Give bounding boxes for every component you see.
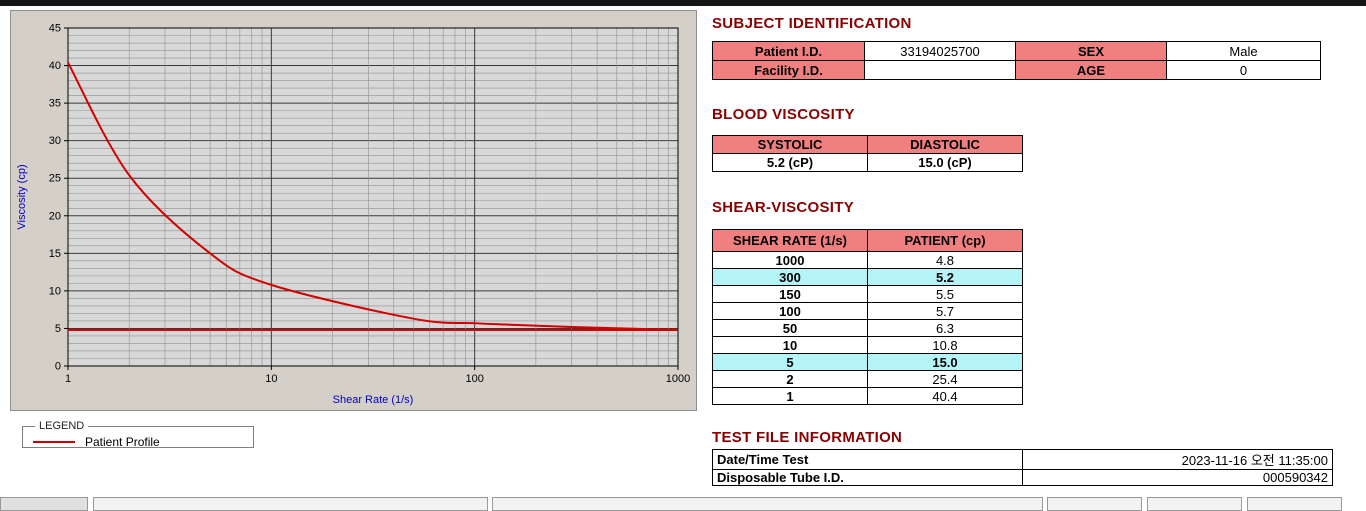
age-value: 0: [1166, 60, 1321, 80]
patient-cp-cell: 15.0: [867, 353, 1023, 371]
patient-cp-header: PATIENT (cp): [867, 229, 1023, 252]
shear-rate-cell: 10: [712, 336, 868, 354]
legend-title: LEGEND: [39, 420, 85, 432]
window-top-bar: [0, 0, 1366, 6]
svg-text:25: 25: [49, 173, 61, 185]
table-row: 5.2 (cP) 15.0 (cP): [712, 153, 1023, 172]
shear-viscosity-table: SHEAR RATE (1/s) PATIENT (cp) 1000 4.8 300…: [712, 229, 1023, 405]
svg-text:0: 0: [55, 361, 61, 373]
svg-text:Shear Rate (1/s): Shear Rate (1/s): [333, 394, 414, 406]
date-time-test-value: 2023-11-16 오전 11:35:00: [1022, 449, 1333, 470]
systolic-value: 5.2 (cP): [712, 153, 868, 172]
svg-text:45: 45: [49, 23, 61, 35]
viscosity-chart-panel: 0 5 10 15 20 25 30 35 40 45 1 10 100 1000 Shear Rate (…: [10, 10, 697, 411]
sex-label: SEX: [1015, 41, 1167, 61]
shear-rate-cell: 1000: [712, 251, 868, 269]
svg-text:20: 20: [49, 210, 61, 222]
facility-id-value: [864, 60, 1016, 80]
svg-text:10: 10: [265, 373, 277, 385]
shear-rate-cell: 50: [712, 319, 868, 337]
shear-rate-header: SHEAR RATE (1/s): [712, 229, 868, 252]
svg-text:5: 5: [55, 323, 61, 335]
patient-cp-cell: 5.7: [867, 302, 1023, 320]
table-row: Patient I.D. 33194025700 SEX Male: [712, 41, 1321, 61]
patient-cp-cell: 10.8: [867, 336, 1023, 354]
shear-row: 2 25.4: [712, 370, 1023, 388]
svg-text:35: 35: [49, 98, 61, 110]
age-label: AGE: [1015, 60, 1167, 80]
bottom-panel-edge: [93, 497, 488, 511]
svg-text:100: 100: [465, 373, 483, 385]
bottom-panel-edge: [1147, 497, 1242, 511]
blood-viscosity-title: BLOOD VISCOSITY: [712, 106, 855, 123]
shear-row: 50 6.3: [712, 319, 1023, 337]
shear-row: 150 5.5: [712, 285, 1023, 303]
bottom-panel-edge: [1247, 497, 1342, 511]
shear-row: 100 5.7: [712, 302, 1023, 320]
shear-viscosity-title: SHEAR-VISCOSITY: [712, 199, 855, 216]
patient-cp-cell: 5.5: [867, 285, 1023, 303]
test-file-information-title: TEST FILE INFORMATION: [712, 429, 903, 446]
bottom-panel-edge: [0, 497, 88, 511]
shear-row: 1 40.4: [712, 387, 1023, 405]
svg-text:40: 40: [49, 60, 61, 72]
svg-text:15: 15: [49, 248, 61, 260]
disposable-tube-id-label: Disposable Tube I.D.: [712, 469, 1023, 486]
shear-rate-cell: 1: [712, 387, 868, 405]
legend-item-label: Patient Profile: [85, 434, 160, 449]
shear-rate-cell: 2: [712, 370, 868, 388]
bottom-panel-edge: [1047, 497, 1142, 511]
shear-row: 5 15.0: [712, 353, 1023, 371]
table-row: Disposable Tube I.D. 000590342: [712, 469, 1333, 486]
blood-viscosity-table: SYSTOLIC DIASTOLIC 5.2 (cP) 15.0 (cP): [712, 135, 1023, 172]
patient-cp-cell: 40.4: [867, 387, 1023, 405]
patient-cp-cell: 25.4: [867, 370, 1023, 388]
patient-cp-cell: 6.3: [867, 319, 1023, 337]
test-file-information-table: Date/Time Test 2023-11-16 오전 11:35:00 Di…: [712, 449, 1333, 486]
disposable-tube-id-value: 000590342: [1022, 469, 1333, 486]
patient-id-label: Patient I.D.: [712, 41, 865, 61]
shear-rate-cell: 5: [712, 353, 868, 371]
shear-rate-cell: 100: [712, 302, 868, 320]
bottom-panel-edge: [492, 497, 1043, 511]
svg-text:10: 10: [49, 285, 61, 297]
svg-text:Viscosity (cp): Viscosity (cp): [16, 164, 28, 229]
svg-text:1000: 1000: [666, 373, 690, 385]
shear-row: 300 5.2: [712, 268, 1023, 286]
date-time-test-label: Date/Time Test: [712, 449, 1023, 470]
table-row: Facility I.D. AGE 0: [712, 60, 1321, 80]
chart-legend: LEGEND Patient Profile: [22, 420, 254, 449]
shear-table-body: 1000 4.8 300 5.2 150 5.5 100 5.7 50 6.3 10 10.8 5 15.…: [712, 251, 1023, 405]
shear-viscosity-chart: 0 5 10 15 20 25 30 35 40 45 1 10 100 1000 Shear Rate (…: [16, 23, 690, 407]
subject-identification-table: Patient I.D. 33194025700 SEX Male Facili…: [712, 41, 1321, 80]
sex-value: Male: [1166, 41, 1321, 61]
patient-cp-cell: 4.8: [867, 251, 1023, 269]
facility-id-label: Facility I.D.: [712, 60, 865, 80]
table-row: SYSTOLIC DIASTOLIC: [712, 135, 1023, 154]
svg-text:1: 1: [65, 373, 71, 385]
diastolic-header: DIASTOLIC: [867, 135, 1023, 154]
patient-cp-cell: 5.2: [867, 268, 1023, 286]
svg-text:30: 30: [49, 135, 61, 147]
subject-identification-title: SUBJECT IDENTIFICATION: [712, 15, 912, 32]
table-row: Date/Time Test 2023-11-16 오전 11:35:00: [712, 449, 1333, 470]
patient-id-value: 33194025700: [864, 41, 1016, 61]
legend-line-sample: [33, 440, 75, 443]
table-row: SHEAR RATE (1/s) PATIENT (cp): [712, 229, 1023, 252]
shear-row: 1000 4.8: [712, 251, 1023, 269]
systolic-header: SYSTOLIC: [712, 135, 868, 154]
shear-rate-cell: 300: [712, 268, 868, 286]
shear-rate-cell: 150: [712, 285, 868, 303]
shear-row: 10 10.8: [712, 336, 1023, 354]
diastolic-value: 15.0 (cP): [867, 153, 1023, 172]
